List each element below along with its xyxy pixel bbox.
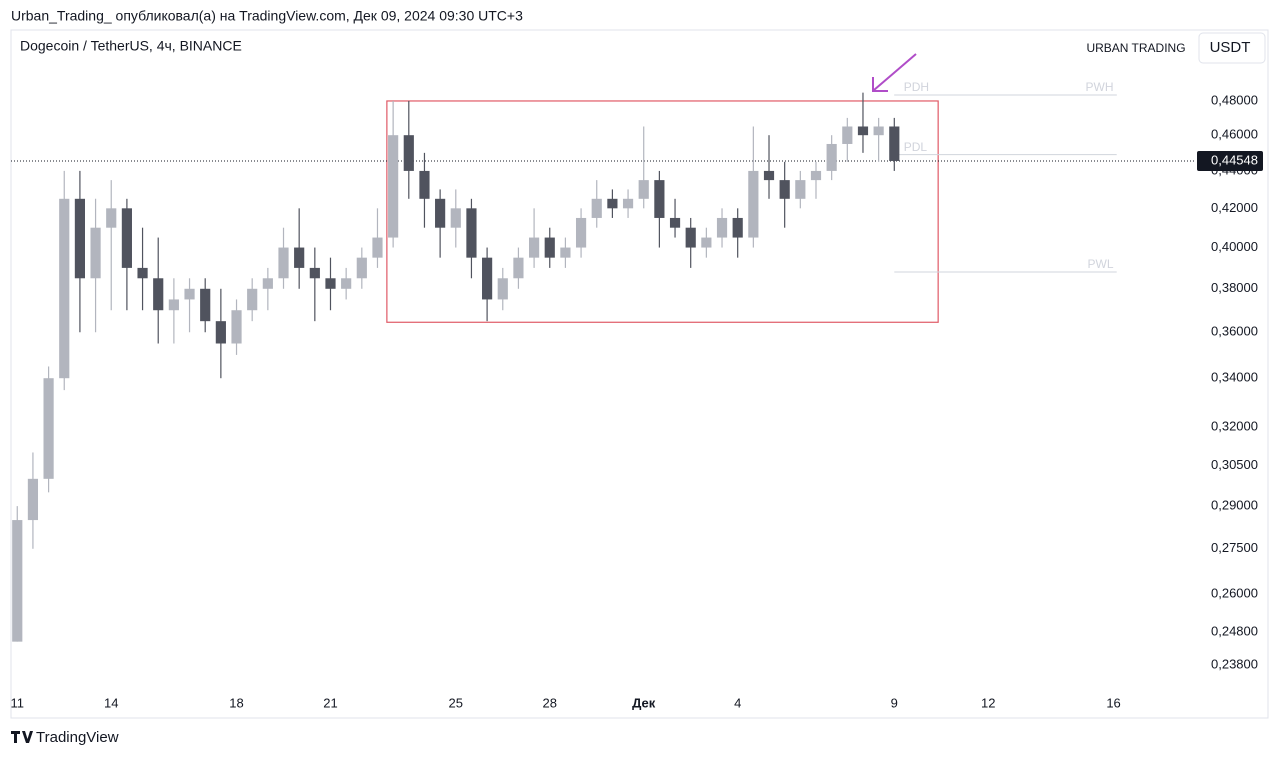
candle-body bbox=[435, 198, 446, 228]
y-tick-label: 0,27500 bbox=[1211, 540, 1258, 555]
candle-body bbox=[372, 237, 383, 258]
candle-body bbox=[356, 257, 367, 279]
candle-body bbox=[247, 288, 258, 311]
footer-brand: TradingView bbox=[36, 729, 119, 746]
candle-body bbox=[873, 126, 884, 136]
y-tick-label: 0,23800 bbox=[1211, 656, 1258, 671]
candle-body bbox=[795, 180, 806, 199]
candle-body bbox=[184, 288, 195, 300]
y-tick-label: 0,38000 bbox=[1211, 280, 1258, 295]
level-label: PWH bbox=[1086, 80, 1114, 94]
candle-body bbox=[889, 126, 900, 161]
currency-label: USDT bbox=[1210, 39, 1251, 56]
x-tick-label: 12 bbox=[981, 695, 995, 710]
y-tick-label: 0,34000 bbox=[1211, 370, 1258, 385]
x-tick-label: 11 bbox=[11, 695, 25, 710]
y-tick-label: 0,48000 bbox=[1211, 92, 1258, 107]
candle-body bbox=[560, 247, 571, 258]
level-label: PWL bbox=[1088, 257, 1114, 271]
x-tick-label: 21 bbox=[323, 695, 337, 710]
candle-body bbox=[701, 237, 712, 248]
candle-body bbox=[59, 198, 70, 379]
logo bbox=[11, 731, 33, 743]
candle-body bbox=[466, 208, 477, 258]
candle-body bbox=[388, 135, 399, 238]
candle-body bbox=[168, 299, 179, 311]
candle-body bbox=[685, 227, 696, 248]
candle-body bbox=[779, 180, 790, 199]
candle-body bbox=[497, 278, 508, 300]
y-tick-label: 0,29000 bbox=[1211, 498, 1258, 513]
author-tag: URBAN TRADING bbox=[1086, 41, 1185, 55]
candle-body bbox=[137, 267, 148, 279]
candle-body bbox=[544, 237, 555, 258]
candle-body bbox=[638, 180, 649, 199]
candle-body bbox=[200, 288, 211, 322]
x-tick-label: 25 bbox=[449, 695, 463, 710]
candle-body bbox=[419, 170, 430, 199]
chart-title: Dogecoin / TetherUS, 4ч, BINANCE bbox=[20, 38, 242, 54]
candle-body bbox=[810, 170, 822, 181]
y-tick-label: 0,24800 bbox=[1211, 623, 1258, 638]
last-price-box bbox=[1197, 150, 1263, 171]
candle-body bbox=[857, 126, 869, 136]
y-tick-label: 0,30500 bbox=[1211, 457, 1258, 472]
level-label: PDL bbox=[904, 140, 928, 154]
candle-body bbox=[27, 478, 39, 521]
x-tick-label: 9 bbox=[891, 695, 898, 710]
x-tick-label: 4 bbox=[734, 695, 741, 710]
candle-body bbox=[215, 321, 226, 344]
candle-body bbox=[12, 520, 23, 642]
y-tick-label: 0,26000 bbox=[1211, 585, 1258, 600]
candle-body bbox=[622, 198, 634, 209]
candle-body bbox=[591, 198, 602, 218]
arrow bbox=[872, 53, 917, 92]
candle-body bbox=[732, 217, 743, 238]
candle-body bbox=[153, 278, 164, 311]
range-box bbox=[386, 100, 939, 323]
candle-body bbox=[278, 247, 289, 279]
candle-body bbox=[482, 257, 493, 300]
candle-body bbox=[74, 198, 85, 279]
x-tick-label: 14 bbox=[104, 695, 118, 710]
candle-body bbox=[403, 135, 414, 171]
x-tick-label: 28 bbox=[543, 695, 557, 710]
currency-button[interactable] bbox=[1198, 32, 1266, 64]
candle-body bbox=[513, 257, 524, 279]
x-tick-label: 18 bbox=[229, 695, 243, 710]
candle-body bbox=[763, 170, 775, 181]
candle-body bbox=[231, 310, 242, 344]
candle-body bbox=[325, 278, 336, 289]
candle-body bbox=[716, 217, 728, 238]
candle-body bbox=[654, 180, 665, 218]
candle-body bbox=[748, 170, 759, 238]
candle-body bbox=[309, 267, 320, 279]
candle-body bbox=[826, 143, 837, 171]
candle-body bbox=[294, 247, 305, 268]
y-tick-label: 0,36000 bbox=[1211, 324, 1258, 339]
candle-body bbox=[669, 217, 681, 228]
candle-body bbox=[529, 237, 540, 258]
candle-body bbox=[341, 278, 352, 289]
x-tick-label: Дек bbox=[632, 695, 656, 710]
candle-body bbox=[575, 217, 587, 248]
candle-body bbox=[43, 378, 54, 479]
candle-body bbox=[106, 208, 117, 228]
candle-body bbox=[121, 208, 132, 268]
candle-body bbox=[450, 208, 461, 228]
level-label: PDH bbox=[904, 80, 929, 94]
candle-body bbox=[607, 198, 618, 209]
published-line: Urban_Trading_ опубликовал(а) на Trading… bbox=[11, 8, 523, 24]
y-tick-label: 0,32000 bbox=[1211, 418, 1258, 433]
candle-body bbox=[262, 278, 273, 289]
y-tick-label: 0,46000 bbox=[1211, 127, 1258, 142]
candle-body bbox=[842, 126, 853, 144]
y-tick-label: 0,40000 bbox=[1211, 239, 1258, 254]
last-price-label: 0,44548 bbox=[1211, 152, 1258, 167]
y-tick-label: 0,42000 bbox=[1211, 200, 1258, 215]
x-tick-label: 16 bbox=[1106, 695, 1120, 710]
candle-body bbox=[90, 227, 101, 279]
chart-frame bbox=[10, 29, 1269, 719]
